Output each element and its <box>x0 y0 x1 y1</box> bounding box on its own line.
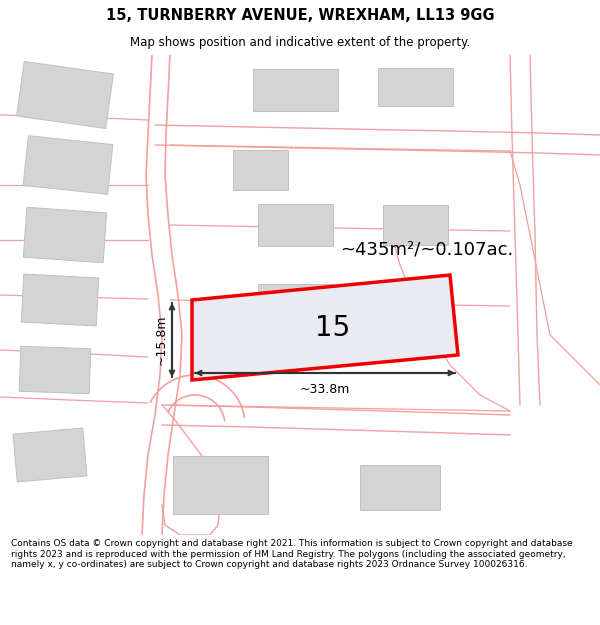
Text: ~33.8m: ~33.8m <box>300 383 350 396</box>
Text: ~435m²/~0.107ac.: ~435m²/~0.107ac. <box>340 241 513 259</box>
Text: 15, TURNBERRY AVENUE, WREXHAM, LL13 9GG: 15, TURNBERRY AVENUE, WREXHAM, LL13 9GG <box>106 8 494 23</box>
Polygon shape <box>23 208 107 262</box>
Polygon shape <box>233 150 287 190</box>
Polygon shape <box>383 205 448 245</box>
Text: Map shows position and indicative extent of the property.: Map shows position and indicative extent… <box>130 36 470 49</box>
Polygon shape <box>253 69 337 111</box>
Text: Contains OS data © Crown copyright and database right 2021. This information is : Contains OS data © Crown copyright and d… <box>11 539 572 569</box>
Polygon shape <box>13 428 87 482</box>
Polygon shape <box>257 204 332 246</box>
Polygon shape <box>19 346 91 394</box>
Polygon shape <box>23 136 113 194</box>
Polygon shape <box>383 295 448 335</box>
Polygon shape <box>360 464 440 509</box>
Text: ~15.8m: ~15.8m <box>155 315 168 365</box>
Polygon shape <box>377 68 452 106</box>
Text: 15: 15 <box>316 314 350 341</box>
Polygon shape <box>17 61 113 129</box>
Polygon shape <box>21 274 99 326</box>
Polygon shape <box>257 284 332 326</box>
Polygon shape <box>173 456 268 514</box>
Polygon shape <box>192 275 458 380</box>
